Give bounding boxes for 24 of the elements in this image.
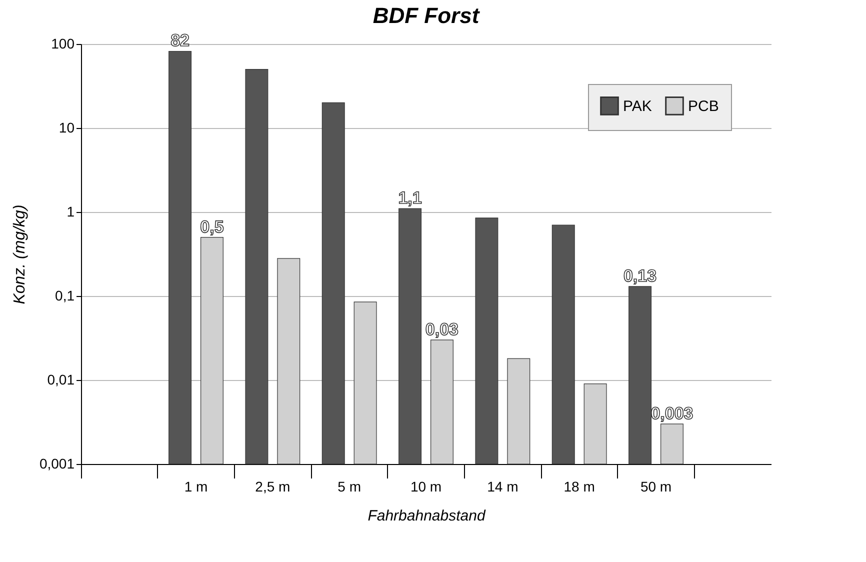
x-axis-title: Fahrbahnabstand bbox=[368, 508, 486, 524]
legend-label: PCB bbox=[688, 98, 719, 115]
x-tick-label: 2,5 m bbox=[255, 478, 290, 494]
data-label: 0,5 bbox=[200, 217, 224, 236]
data-label: 0,003 bbox=[650, 404, 694, 423]
y-tick-label: 0,1 bbox=[55, 288, 75, 304]
data-label: 1,1 bbox=[398, 188, 422, 208]
y-tick-label: 1 bbox=[66, 204, 75, 220]
y-tick-label: 100 bbox=[51, 36, 75, 52]
x-tick-label: 1 m bbox=[184, 478, 208, 494]
y-tick-label: 10 bbox=[58, 120, 75, 136]
x-tick-label: 5 m bbox=[338, 478, 362, 494]
data-label: 0,03 bbox=[425, 320, 459, 339]
x-tick-label: 50 m bbox=[640, 478, 672, 494]
x-tick-label: 18 m bbox=[564, 478, 595, 494]
x-tick-label: 14 m bbox=[487, 478, 518, 494]
data-label: 0,13 bbox=[623, 266, 657, 286]
data-label: 82 bbox=[170, 31, 190, 50]
y-axis-title: Konz. (mg/kg) bbox=[11, 204, 28, 304]
chart-title: BDF Forst bbox=[372, 3, 481, 28]
y-tick-label: 0,01 bbox=[47, 372, 75, 388]
y-tick-label: 0,001 bbox=[39, 456, 75, 472]
legend-label: PAK bbox=[623, 98, 652, 115]
x-tick-label: 10 m bbox=[410, 478, 442, 494]
